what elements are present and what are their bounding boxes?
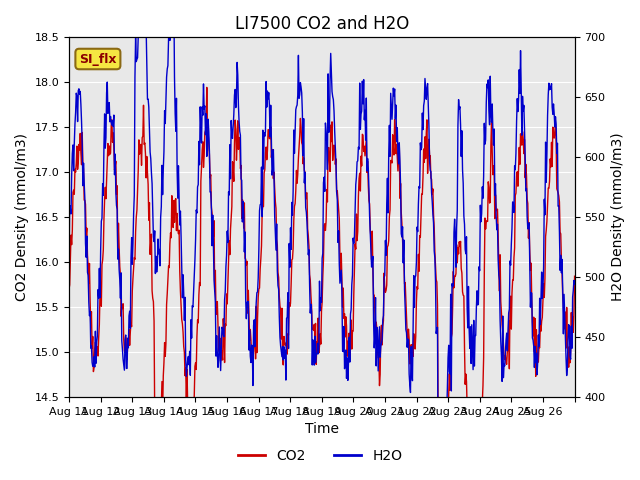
Y-axis label: H2O Density (mmol/m3): H2O Density (mmol/m3) [611,133,625,301]
Text: SI_flx: SI_flx [79,52,116,65]
Y-axis label: CO2 Density (mmol/m3): CO2 Density (mmol/m3) [15,133,29,301]
Legend: CO2, H2O: CO2, H2O [232,443,408,468]
X-axis label: Time: Time [305,422,339,436]
Title: LI7500 CO2 and H2O: LI7500 CO2 and H2O [235,15,409,33]
